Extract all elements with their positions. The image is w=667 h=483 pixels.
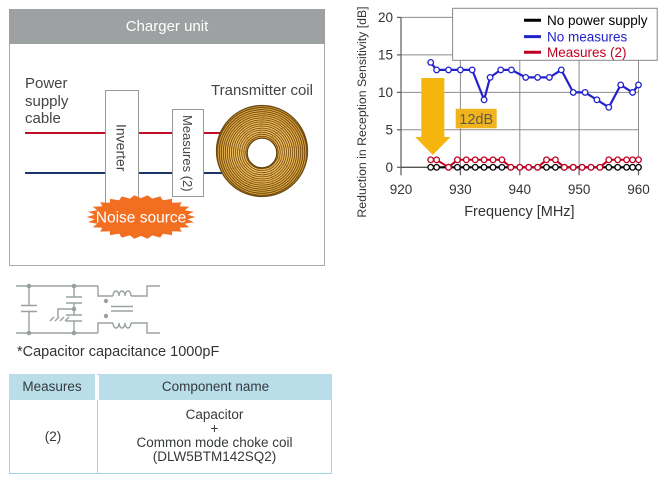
svg-text:Frequency [MHz]: Frequency [MHz] bbox=[464, 204, 574, 220]
svg-text:15: 15 bbox=[378, 47, 393, 62]
svg-text:No measures: No measures bbox=[547, 29, 628, 44]
svg-text:940: 940 bbox=[509, 182, 532, 197]
svg-text:920: 920 bbox=[390, 182, 413, 197]
svg-text:0: 0 bbox=[385, 160, 393, 175]
svg-text:5: 5 bbox=[385, 122, 393, 137]
svg-text:Reduction in Reception Sensiti: Reduction in Reception Sensitivity [dB] bbox=[355, 6, 369, 217]
svg-text:950: 950 bbox=[568, 182, 591, 197]
svg-text:10: 10 bbox=[378, 85, 393, 100]
svg-text:No power supply: No power supply bbox=[547, 13, 648, 28]
svg-text:20: 20 bbox=[378, 10, 393, 25]
svg-text:930: 930 bbox=[449, 182, 472, 197]
svg-text:960: 960 bbox=[627, 182, 650, 197]
svg-text:Measures (2): Measures (2) bbox=[547, 45, 627, 60]
svg-text:12dB: 12dB bbox=[459, 112, 493, 128]
